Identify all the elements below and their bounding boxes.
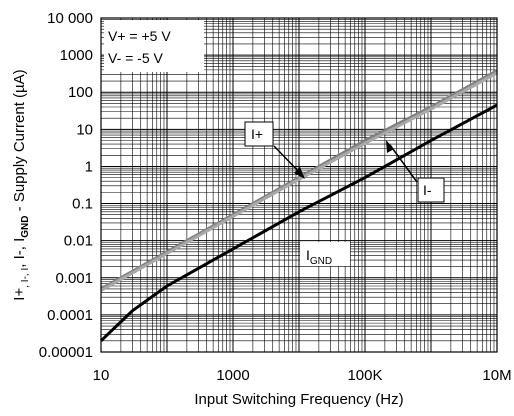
annotation-ignd: IGND (300, 242, 350, 267)
annotation-iplus-label: I+ (251, 126, 263, 142)
y-tick-label: 1000 (60, 47, 93, 64)
x-axis-title: Input Switching Frequency (Hz) (194, 391, 403, 408)
annotation-iplus: I+ (244, 121, 305, 179)
y-tick-label: 0.00001 (39, 344, 93, 361)
series-iminus-line (100, 71, 498, 292)
y-tick-label: 10 (76, 121, 93, 138)
conditions-box: V+ = +5 V V- = -5 V (104, 20, 204, 72)
annotation-ignd-label: IGND (306, 247, 332, 267)
y-tick-label: 10 000 (47, 10, 93, 27)
y-tick-label: 0.01 (64, 233, 93, 250)
y-tick-label: 100 (68, 84, 93, 101)
y-tick-label: 0.001 (55, 270, 93, 287)
plot-frame (100, 17, 498, 353)
y-axis-title: I+, I-, I, I-, IGND - Supply Current (µA… (11, 69, 31, 300)
y-tick-label: 0.1 (72, 196, 93, 213)
series-ignd-line (99, 103, 498, 342)
x-tick-label: 1000 (216, 367, 249, 384)
series-layer (99, 69, 498, 342)
y-tick-label: 0.0001 (47, 307, 93, 324)
y-tick-labels: 10 000 1000 100 10 1 0.1 0.01 0.001 0.0001 0.0000… (39, 10, 93, 361)
x-tick-label: 10 (93, 367, 110, 384)
annotation-iminus: I- (386, 140, 445, 203)
condition-vplus: V+ = +5 V (108, 28, 171, 44)
annotation-iminus-label: I- (423, 182, 432, 198)
x-tick-label: 100K (347, 367, 382, 384)
x-tick-labels: 10 1000 100K 10M (93, 367, 512, 384)
y-tick-label: 1 (85, 158, 93, 175)
x-tick-label: 10M (482, 367, 511, 384)
condition-vminus: V- = -5 V (108, 50, 164, 66)
